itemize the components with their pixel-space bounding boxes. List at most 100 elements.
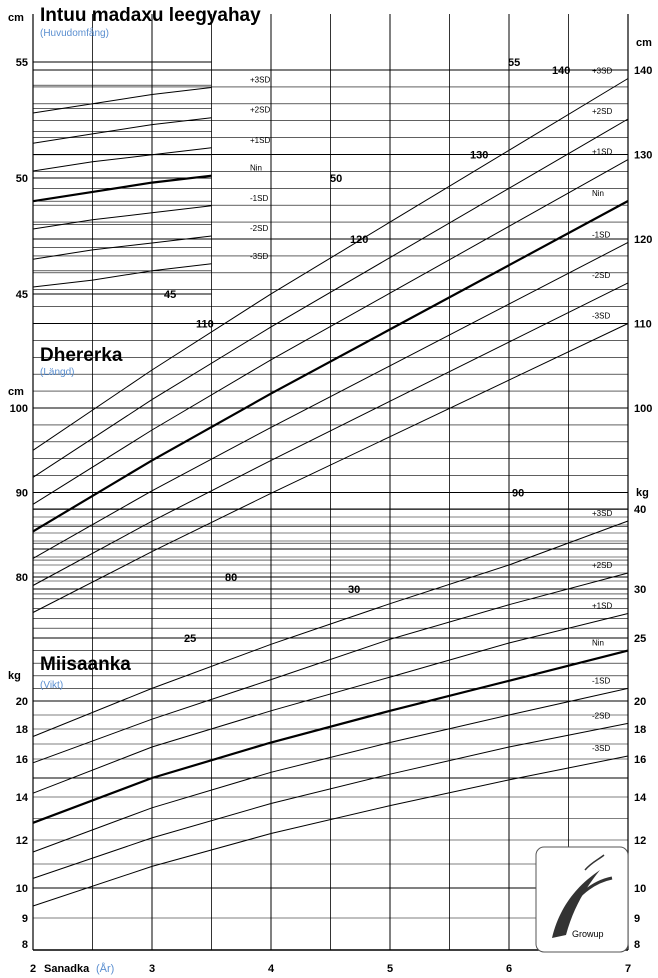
y-tick-label: 100 <box>10 403 28 415</box>
curve-length-+2SD <box>32 118 629 478</box>
y-tick-label: 12 <box>634 835 646 847</box>
percentile-label-weight: +2SD <box>592 561 612 570</box>
curve-head-circumference-+1SD <box>32 147 212 172</box>
y-tick-label: 18 <box>634 724 646 736</box>
inner-value-label: 120 <box>350 234 368 246</box>
percentile-label-weight: +3SD <box>592 509 612 518</box>
y-tick-label: 20 <box>634 696 646 708</box>
y-tick-label: 14 <box>634 792 647 804</box>
curve-head-circumference--3SD <box>32 263 212 288</box>
x-tick-label: 3 <box>149 963 155 975</box>
length-title: Dhererka <box>40 345 123 366</box>
curve-head-circumference--1SD <box>32 205 212 230</box>
y-tick-label: 16 <box>634 754 646 766</box>
percentile-label-length: +2SD <box>592 107 612 116</box>
y-tick-label: 18 <box>16 724 28 736</box>
y-tick-label: 9 <box>22 913 28 925</box>
y-tick-label: 110 <box>634 319 652 331</box>
head-unit-right: cm <box>636 37 652 49</box>
inner-value-label: 130 <box>470 150 488 162</box>
inner-value-label: 55 <box>508 57 520 69</box>
percentile-label-length: +3SD <box>592 66 612 75</box>
x-tick-label: 7 <box>625 963 631 975</box>
head-subtitle: (Huvudomfång) <box>40 27 109 39</box>
inner-value-label: 140 <box>552 65 570 77</box>
length-subtitle: (Längd) <box>40 367 74 378</box>
inner-value-label: 25 <box>184 633 196 645</box>
curve-length--1SD <box>32 241 629 559</box>
y-tick-label: 120 <box>634 234 652 246</box>
inner-value-label: 45 <box>164 289 176 301</box>
y-tick-label: 55 <box>16 57 28 69</box>
curve-head-circumference-Nin <box>32 174 212 203</box>
percentile-label-head-circumference: Nin <box>250 164 262 173</box>
y-tick-label: 90 <box>16 488 28 500</box>
percentile-label-length: -2SD <box>592 271 610 280</box>
percentile-label-length: -1SD <box>592 230 610 239</box>
curve-head-circumference--2SD <box>32 235 212 260</box>
inner-value-labels: 55 50 45 140 130 120 110 90 80 30 25 <box>164 57 570 645</box>
axis-tick-labels: 55 50 45 100 90 80 140 130 120 110 100 20 18 16 14 12 10… <box>10 57 653 951</box>
percentile-label-head-circumference: -2SD <box>250 224 268 233</box>
percentile-label-head-circumference: +1SD <box>250 136 270 145</box>
y-tick-label: 140 <box>634 65 652 77</box>
percentile-curves <box>32 78 629 907</box>
curve-head-circumference-+2SD <box>32 117 212 144</box>
curve-length--3SD <box>32 323 629 613</box>
curve-weight-+1SD <box>32 613 629 794</box>
curve-head-circumference-+3SD <box>32 87 212 114</box>
y-tick-label: 12 <box>16 835 28 847</box>
y-tick-label: 40 <box>634 504 646 516</box>
weight-subtitle: (Vikt) <box>40 680 63 691</box>
weight-unit-left: kg <box>8 670 21 682</box>
x-tick-label: 4 <box>268 963 275 975</box>
x-axis-label: Sanadka <box>44 963 90 975</box>
percentile-label-weight: +1SD <box>592 602 612 611</box>
y-tick-label: 20 <box>16 696 28 708</box>
percentile-label-head-circumference: +2SD <box>250 106 270 115</box>
curve-weight-+2SD <box>32 572 629 764</box>
curve-length-Nin <box>32 200 629 533</box>
inner-value-label: 50 <box>330 173 342 185</box>
y-tick-label: 130 <box>634 150 652 162</box>
y-tick-label: 100 <box>634 403 652 415</box>
weight-title: Miisaanka <box>40 654 131 675</box>
curve-weight--2SD <box>32 722 629 879</box>
percentile-label-weight: Nin <box>592 639 604 648</box>
y-tick-label: 8 <box>22 939 28 951</box>
percentile-label-head-circumference: -3SD <box>250 252 268 261</box>
y-tick-label: 50 <box>16 173 28 185</box>
percentile-label-length: Nin <box>592 189 604 198</box>
head-unit-left: cm <box>8 12 24 24</box>
percentile-label-head-circumference: -1SD <box>250 194 268 203</box>
y-tick-label: 45 <box>16 289 28 301</box>
percentile-label-head-circumference: +3SD <box>250 76 270 85</box>
inner-value-label: 90 <box>512 488 524 500</box>
inner-value-label: 110 <box>196 319 214 331</box>
percentile-label-length: -3SD <box>592 312 610 321</box>
weight-unit-right: kg <box>636 487 649 499</box>
length-unit-left: cm <box>8 386 24 398</box>
x-axis-label-sub: (År) <box>96 962 114 975</box>
y-tick-label: 80 <box>16 572 28 584</box>
head-title: Intuu madaxu leegyahay <box>40 5 261 26</box>
curve-length--2SD <box>32 282 629 586</box>
curve-weight--1SD <box>32 687 629 853</box>
inner-value-label: 30 <box>348 584 360 596</box>
curve-weight--3SD <box>32 755 629 907</box>
percentile-labels: +3SD +2SD +1SD Nin -1SD -2SD -3SD +3SD +2SD +1SD N… <box>250 66 612 753</box>
y-tick-label: 25 <box>634 633 646 645</box>
curve-weight-+3SD <box>32 520 629 737</box>
percentile-label-weight: -1SD <box>592 676 610 685</box>
logo-text: Growup <box>572 929 604 939</box>
curve-length-+1SD <box>32 159 629 505</box>
percentile-label-weight: -2SD <box>592 711 610 720</box>
growup-logo: Growup <box>535 846 629 953</box>
y-tick-label: 10 <box>634 883 646 895</box>
x-tick-label: 5 <box>387 963 393 975</box>
curve-length-+3SD <box>32 78 629 451</box>
x-tick-label: 6 <box>506 963 512 975</box>
y-tick-label: 8 <box>634 939 640 951</box>
inner-value-label: 80 <box>225 572 237 584</box>
percentile-label-weight: -3SD <box>592 744 610 753</box>
